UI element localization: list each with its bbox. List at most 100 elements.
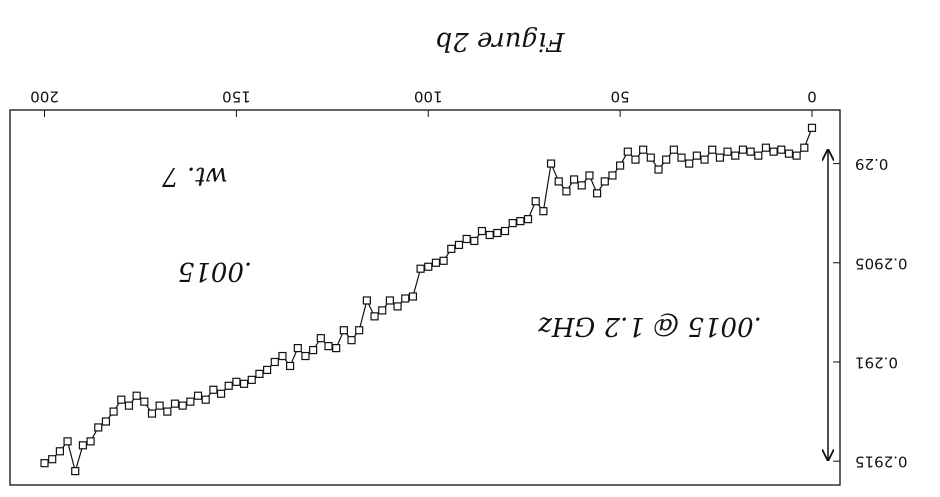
x-tick-label: 200 <box>30 88 59 106</box>
note: wt. 7 <box>162 161 228 191</box>
data-point <box>792 151 801 160</box>
rotated-scan: Figure 2b wt. 7 .0015 .0015 @ 1.2 GHz 0 5… <box>9 26 908 486</box>
data-point <box>393 302 402 311</box>
data-point <box>692 151 701 160</box>
data-point <box>746 147 755 156</box>
data-point <box>193 391 203 400</box>
data-point <box>109 407 118 416</box>
data-point <box>55 447 64 456</box>
data-point <box>255 369 264 378</box>
data-point <box>301 351 310 361</box>
data-point <box>523 215 533 224</box>
data-point <box>600 177 609 186</box>
data-point <box>324 342 333 351</box>
data-point <box>477 226 487 236</box>
data-point <box>608 171 617 180</box>
data-point <box>339 326 348 335</box>
data-point <box>493 228 502 238</box>
data-point <box>378 306 387 315</box>
y-tick-label: 0.291 <box>855 353 898 371</box>
data-point <box>454 240 464 250</box>
data-point <box>347 336 356 345</box>
data-point <box>439 256 448 265</box>
data-point <box>140 397 149 406</box>
data-point <box>593 189 602 198</box>
data-point <box>170 399 180 408</box>
data-point <box>777 145 786 154</box>
data-point <box>654 165 663 174</box>
data-point <box>662 155 671 164</box>
x-tick-label: 50 <box>611 88 630 106</box>
data-point <box>715 153 724 162</box>
figure-label: Figure 2b <box>435 26 565 56</box>
data-point <box>178 401 187 410</box>
data-point <box>201 395 210 404</box>
y-tick-label: 0.2905 <box>855 254 908 272</box>
data-point <box>101 417 111 426</box>
data-point <box>738 145 748 154</box>
data-point <box>63 437 72 446</box>
data-point <box>355 326 364 335</box>
data-point <box>508 218 517 228</box>
data-point <box>270 357 279 367</box>
data-point <box>485 230 494 240</box>
data-point <box>685 159 694 168</box>
data-point <box>539 207 548 216</box>
data-point <box>462 234 471 244</box>
data-point <box>424 262 433 271</box>
data-point <box>370 312 379 321</box>
data-point <box>262 365 272 375</box>
data-point <box>86 437 95 446</box>
data-point <box>309 345 318 355</box>
data-point <box>516 217 525 226</box>
data-point <box>577 181 586 190</box>
data-point <box>708 145 717 154</box>
data-point <box>40 459 49 468</box>
data-point <box>769 147 778 156</box>
data-point <box>623 147 632 156</box>
data-point <box>163 407 172 416</box>
data-point <box>239 379 249 388</box>
data-point <box>385 296 394 305</box>
data-point <box>646 153 655 162</box>
data-point <box>639 145 648 154</box>
data-point <box>416 264 425 273</box>
data-point <box>431 258 441 267</box>
data-point <box>209 385 218 394</box>
data-point <box>132 391 141 400</box>
data-point <box>124 401 134 410</box>
data-point <box>731 151 740 160</box>
data-point <box>278 351 287 361</box>
data-point <box>401 294 410 303</box>
y-tick-label: 0.29 <box>855 155 888 173</box>
data-point <box>631 155 640 164</box>
x-tick-label: 100 <box>414 88 443 106</box>
data-point <box>562 187 571 196</box>
data-point <box>677 153 686 162</box>
data-point <box>554 177 563 186</box>
data-point <box>94 423 103 432</box>
data-point <box>224 381 233 390</box>
data-point <box>585 171 594 180</box>
data-point <box>784 149 794 158</box>
data-point <box>531 197 540 206</box>
data-point <box>761 143 771 152</box>
data-point <box>71 467 80 476</box>
plot-frame <box>9 109 841 486</box>
data-line <box>44 127 813 474</box>
data-point <box>293 343 302 353</box>
data-point <box>147 409 157 418</box>
data-point <box>616 161 625 170</box>
data-point <box>362 296 371 305</box>
x-tick-label: 0 <box>807 88 817 106</box>
data-point <box>155 401 164 410</box>
note: .0015 <box>178 256 252 286</box>
data-point <box>316 334 325 343</box>
data-point <box>48 455 57 464</box>
data-point <box>78 441 88 450</box>
data-point <box>569 175 579 184</box>
note: .0015 @ 1.2 GHz <box>538 311 762 341</box>
data-point <box>500 226 510 236</box>
